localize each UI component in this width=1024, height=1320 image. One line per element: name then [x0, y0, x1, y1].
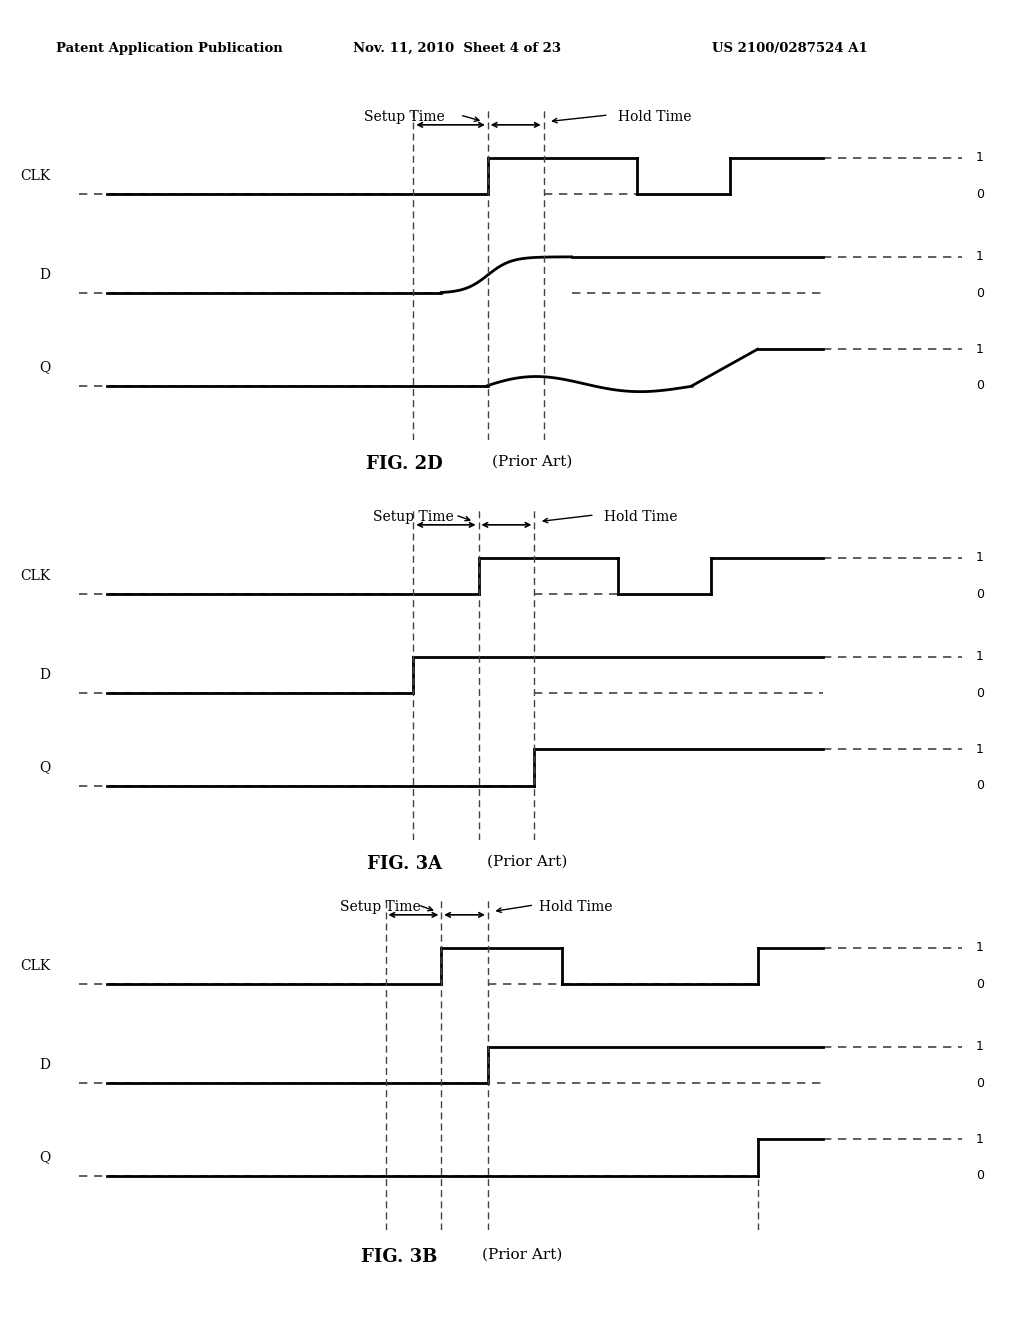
Text: 1: 1	[976, 152, 984, 165]
Text: 1: 1	[976, 941, 984, 954]
Text: FIG. 3B: FIG. 3B	[361, 1247, 437, 1266]
Text: Setup Time: Setup Time	[364, 110, 444, 124]
Text: 0: 0	[976, 286, 984, 300]
Text: (Prior Art): (Prior Art)	[493, 455, 572, 469]
Text: CLK: CLK	[20, 960, 51, 973]
Text: US 2100/0287524 A1: US 2100/0287524 A1	[712, 42, 867, 55]
Text: 0: 0	[976, 379, 984, 392]
Text: 0: 0	[976, 1077, 984, 1089]
Text: 1: 1	[976, 251, 984, 264]
Text: FIG. 2D: FIG. 2D	[367, 455, 442, 473]
Text: FIG. 3A: FIG. 3A	[367, 855, 442, 873]
Text: D: D	[40, 1059, 51, 1072]
Text: Q: Q	[40, 1151, 51, 1164]
Text: 0: 0	[976, 686, 984, 700]
Text: CLK: CLK	[20, 569, 51, 583]
Text: 1: 1	[976, 651, 984, 664]
Text: Q: Q	[40, 760, 51, 775]
Text: Q: Q	[40, 360, 51, 375]
Text: Patent Application Publication: Patent Application Publication	[56, 42, 283, 55]
Text: Setup Time: Setup Time	[373, 510, 454, 524]
Text: 1: 1	[976, 743, 984, 756]
Text: 1: 1	[976, 1133, 984, 1146]
Text: 0: 0	[976, 1170, 984, 1181]
Text: Setup Time: Setup Time	[340, 900, 421, 913]
Text: 0: 0	[976, 187, 984, 201]
Text: D: D	[40, 668, 51, 682]
Text: CLK: CLK	[20, 169, 51, 183]
Text: (Prior Art): (Prior Art)	[487, 855, 567, 869]
Text: 1: 1	[976, 552, 984, 565]
Text: Hold Time: Hold Time	[604, 510, 678, 524]
Text: 0: 0	[976, 587, 984, 601]
Text: 0: 0	[976, 779, 984, 792]
Text: 1: 1	[976, 1040, 984, 1053]
Text: Hold Time: Hold Time	[618, 110, 692, 124]
Text: Hold Time: Hold Time	[540, 900, 613, 913]
Text: Nov. 11, 2010  Sheet 4 of 23: Nov. 11, 2010 Sheet 4 of 23	[353, 42, 561, 55]
Text: D: D	[40, 268, 51, 282]
Text: (Prior Art): (Prior Art)	[482, 1247, 562, 1262]
Text: 0: 0	[976, 978, 984, 990]
Text: 1: 1	[976, 343, 984, 356]
